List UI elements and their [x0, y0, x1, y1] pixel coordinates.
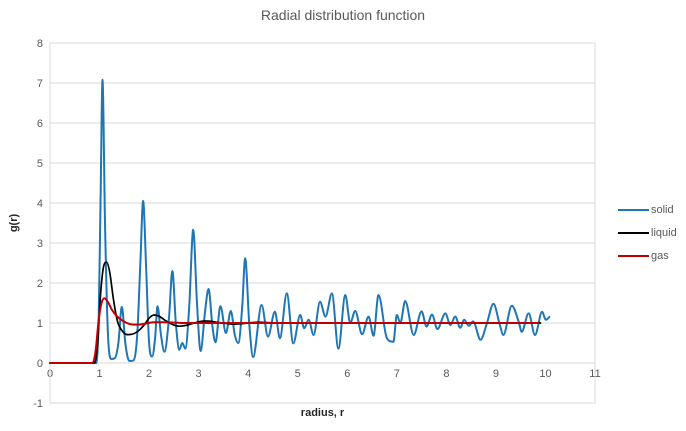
x-tick-label: 6	[344, 368, 350, 380]
legend-label-solid: solid	[651, 203, 674, 216]
x-tick-label: 7	[394, 368, 400, 380]
y-tick-label: -1	[33, 398, 43, 410]
chart-title: Radial distribution function	[260, 7, 426, 23]
x-tick-label: 10	[539, 368, 551, 380]
x-tick-label: 9	[493, 368, 499, 380]
legend-item-liquid[interactable]: liquid	[618, 221, 677, 244]
y-tick-label: 8	[37, 38, 43, 50]
legend-item-solid[interactable]: solid	[618, 198, 677, 221]
x-tick-label: 3	[196, 368, 202, 380]
y-tick-label: 7	[37, 78, 43, 90]
y-tick-label: 4	[37, 198, 43, 210]
legend-line-gas	[618, 254, 649, 257]
y-tick-label: 0	[37, 358, 43, 370]
x-tick-label: 5	[295, 368, 301, 380]
x-tick-label: 8	[443, 368, 449, 380]
series-line-gas	[49, 297, 539, 365]
x-tick-label: 1	[96, 368, 102, 380]
y-tick-label: 1	[37, 318, 43, 330]
legend-label-gas: gas	[651, 249, 669, 262]
plot-border	[49, 42, 596, 404]
y-axis-title: g(r)	[8, 213, 20, 233]
x-axis-title: radius, r	[300, 407, 345, 419]
series-line-solid	[49, 78, 551, 365]
legend-label-liquid: liquid	[651, 226, 677, 239]
legend-line-solid	[618, 208, 649, 211]
legend-line-liquid	[618, 231, 649, 234]
legend: solid liquid gas	[618, 198, 677, 267]
y-tick-label: 6	[37, 118, 43, 130]
legend-item-gas[interactable]: gas	[618, 244, 677, 267]
x-tick-label: 4	[245, 368, 251, 380]
x-tick-label: 2	[146, 368, 152, 380]
y-tick-label: 2	[37, 278, 43, 290]
y-tick-label: 3	[37, 238, 43, 250]
y-tick-label: 5	[37, 158, 43, 170]
